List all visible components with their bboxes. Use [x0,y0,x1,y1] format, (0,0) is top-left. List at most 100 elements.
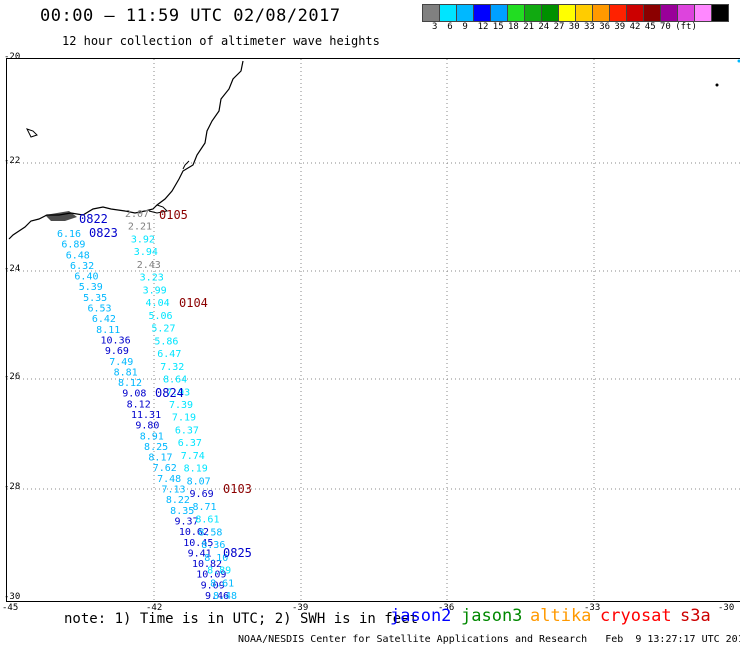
legend-jason3: jason3 [461,606,523,626]
swh-value: 8.07 [187,476,211,487]
swh-value: 7.74 [181,451,205,462]
swh-value: 6.16 [57,229,81,240]
swh-value: 9.08 [122,389,146,400]
swh-value: 11.31 [131,410,161,421]
swh-value: 5.86 [154,336,178,347]
swh-value: 9.37 [175,516,199,527]
swh-value: 5.06 [148,311,172,322]
island-dot [715,83,719,87]
swh-value: 6.48 [66,250,90,261]
swh-value: 6.32 [70,261,94,272]
legend-swatch [541,4,559,22]
legend-label: 18 [508,22,519,32]
swh-value: 8.17 [148,453,172,464]
lon-label: -36 [438,603,455,613]
legend-swatch [422,4,440,22]
legend-swatch [711,4,729,22]
data-dot [737,59,740,63]
legend-swatch [626,4,644,22]
legend-swatch [439,4,457,22]
island [45,211,77,221]
swh-value: 6.89 [61,240,85,251]
legend-label: 15 [492,22,504,32]
swh-value: 8.81 [114,367,138,378]
swh-value: 8.64 [163,375,187,386]
swh-value: 6.37 [175,425,199,436]
swh-value: 6.47 [157,349,181,360]
swh-value: 7.13 [161,485,185,496]
color-legend [422,4,729,22]
legend-label: 3 [432,22,438,32]
swh-value: 6.53 [87,304,111,315]
swh-value: 6.40 [74,272,98,283]
legend-swatch [507,4,525,22]
swh-value: 8.11 [96,325,120,336]
legend-label: 33 [584,22,595,32]
swh-value: 9.41 [188,548,212,559]
legend-swatch [643,4,661,22]
map-canvas: 6.166.896.486.326.405.395.356.536.428.11… [7,59,740,601]
legend-swatch [609,4,627,22]
legend-swatch [473,4,491,22]
legend-swatch [592,4,610,22]
legend-label: 27 [553,22,565,32]
pass-time-label: 0104 [179,296,208,310]
map-area[interactable]: 6.16 6.89 6.48 6.32 6.40 5.39 5.35 6.53 6.42 8.11… [6,58,740,602]
swh-value: 7.39 [169,400,193,411]
lat-label: -20 [4,52,21,62]
swh-value: 8.61 [210,578,234,589]
lat-label: -26 [4,372,21,382]
swh-value: 5.27 [151,324,175,335]
legend-swatch [694,4,712,22]
swh-value: 7.93 [166,387,190,398]
pass-time-label: 0823 [89,226,118,240]
swh-value: 10.82 [192,559,222,570]
legend-label: 42 [629,22,641,32]
footer-note: note: 1) Time is in UTC; 2) SWH is in fe… [64,611,419,627]
legend-s3a: s3a [680,606,711,626]
lon-label: -45 [2,603,19,613]
swh-value: 3.23 [140,273,164,284]
swh-value: 2.21 [128,222,152,233]
lat-label: -22 [4,156,21,166]
pass-time-label: 0103 [223,482,252,496]
swh-value: 8.91 [140,431,164,442]
swh-value: 8.71 [192,502,216,513]
legend-label: 30 [568,22,580,32]
swh-value: 10.36 [101,335,131,346]
legend-label: 9 [462,22,468,32]
swh-value: 9.09 [201,580,225,591]
swh-value: 8.48 [213,591,237,601]
legend-label: 12 [477,22,489,32]
legend-cryosat: cryosat [600,606,672,626]
lon-label: -39 [292,603,309,613]
legend-altika: altika [530,606,592,626]
pass-time-label: 0824 [155,386,184,400]
pass-time-label: 0825 [223,546,252,560]
coastline-bay [148,160,190,214]
legend-label: 39 [614,22,626,32]
swh-value: 9.69 [105,346,129,357]
swh-value: 9.69 [190,489,214,500]
map-title: 00:00 – 11:59 UTC 02/08/2017 [40,6,341,26]
legend-label: 6 [447,22,453,32]
legend-swatch [456,4,474,22]
track-b: 2.07 2.213.92 3.94 2.43 3.233.99 4.04 5.06 5.27… [125,209,237,601]
legend-label: 45 [644,22,656,32]
swh-value: 7.19 [172,413,196,424]
legend-label: 36 [599,22,611,32]
swh-value: 8.10 [204,553,228,564]
coastline [8,60,244,240]
legend-jason2: jason2 [390,606,452,626]
legend-swatch [490,4,508,22]
swh-value: 3.94 [134,247,158,258]
swh-value: 7.48 [157,474,181,485]
swh-value: 2.43 [137,260,161,271]
legend-label: 21 [523,22,535,32]
lat-label: -30 [4,592,21,602]
legend-swatch [677,4,695,22]
island [26,128,38,138]
swh-value: 8.36 [201,540,225,551]
pass-time-label: 0105 [159,208,188,222]
